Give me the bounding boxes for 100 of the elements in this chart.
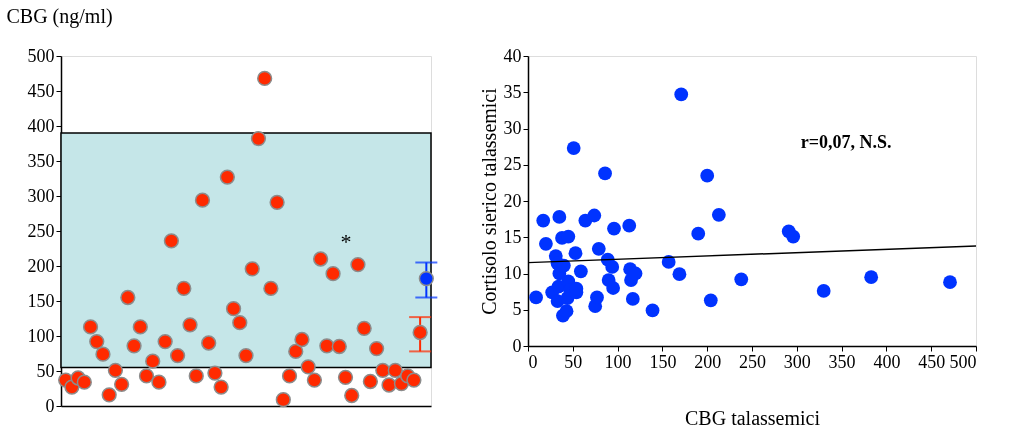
point <box>606 281 621 295</box>
y-tick-label: 40 <box>503 45 522 66</box>
x-tick-label: 150 <box>649 351 677 372</box>
annotation: r=0,07, N.S. <box>800 132 892 152</box>
point <box>591 241 606 256</box>
point <box>288 343 304 360</box>
y-tick-label: 150 <box>27 290 55 311</box>
point <box>219 169 235 185</box>
point <box>566 141 581 155</box>
x-tick-label: 250 <box>739 351 766 372</box>
point <box>625 292 640 306</box>
point <box>232 315 248 331</box>
point <box>101 387 117 403</box>
point <box>536 213 551 228</box>
point <box>95 346 111 362</box>
x-tick-label: 500 <box>949 351 977 372</box>
point <box>375 362 391 378</box>
y-tick-label: 15 <box>503 226 522 247</box>
point <box>207 365 223 381</box>
point <box>350 256 366 273</box>
y-tick-label: 300 <box>27 185 55 206</box>
point <box>691 226 706 241</box>
point <box>344 387 360 404</box>
point <box>573 264 588 279</box>
point <box>169 347 186 364</box>
point <box>238 347 254 364</box>
y-tick-label: 5 <box>512 299 522 320</box>
point <box>607 221 621 236</box>
y-tick-label: 350 <box>27 150 55 171</box>
point <box>418 270 434 287</box>
point <box>622 218 637 233</box>
point <box>250 130 267 147</box>
y-tick-label: 250 <box>27 220 55 241</box>
point <box>331 338 347 355</box>
x-tick-label: 200 <box>694 351 722 372</box>
point <box>126 338 142 354</box>
point <box>672 267 687 282</box>
point <box>387 362 403 378</box>
point <box>151 374 167 390</box>
point <box>257 70 273 87</box>
x-tick-label: 0 <box>528 351 538 372</box>
point <box>864 270 879 284</box>
point <box>82 319 99 335</box>
y-tick-label: 0 <box>512 335 522 356</box>
point <box>132 319 148 335</box>
point <box>362 373 379 390</box>
point <box>244 261 260 277</box>
x-tick-label: 100 <box>604 351 632 372</box>
point <box>281 368 298 384</box>
point <box>225 301 242 317</box>
point <box>113 376 130 392</box>
point <box>539 236 553 251</box>
point <box>120 289 136 306</box>
point <box>590 290 604 305</box>
y-tick-label: 400 <box>27 115 55 136</box>
point <box>734 272 749 287</box>
point <box>300 359 316 375</box>
point <box>176 280 192 297</box>
point <box>201 335 217 351</box>
point <box>76 374 92 390</box>
point <box>89 333 105 350</box>
point <box>269 194 285 210</box>
point <box>568 246 583 261</box>
point <box>319 338 335 354</box>
point <box>138 368 155 384</box>
point <box>559 304 574 319</box>
y-tick-label: 35 <box>503 81 522 102</box>
point <box>306 372 323 388</box>
y-tick-label: 10 <box>503 263 522 283</box>
point <box>598 166 612 181</box>
point <box>381 377 397 393</box>
point <box>674 87 689 102</box>
point <box>645 303 660 318</box>
y-axis-title: Cortisolo sierico talassemici <box>477 87 500 315</box>
point <box>194 192 211 208</box>
y-tick-label: 450 <box>27 80 55 101</box>
point <box>182 317 198 333</box>
annotation: * <box>340 228 352 254</box>
point <box>406 372 422 388</box>
point <box>163 233 180 249</box>
y-tick-label: 0 <box>45 395 55 416</box>
point <box>337 369 354 385</box>
point <box>786 229 801 244</box>
point <box>412 324 428 341</box>
point <box>294 331 310 348</box>
x-tick-label: 300 <box>783 351 811 372</box>
point <box>107 362 124 378</box>
point <box>275 392 291 408</box>
x-axis-title: CBG talassemici <box>685 406 821 429</box>
point <box>356 320 372 336</box>
point <box>816 284 831 298</box>
y-tick-label: 25 <box>503 154 522 175</box>
point <box>552 210 567 224</box>
y-tick-label: 500 <box>27 45 55 66</box>
point <box>700 168 715 183</box>
point <box>703 293 718 308</box>
point <box>711 207 726 222</box>
point <box>561 229 576 244</box>
x-tick-label: 450 <box>918 351 946 372</box>
point <box>368 340 385 357</box>
